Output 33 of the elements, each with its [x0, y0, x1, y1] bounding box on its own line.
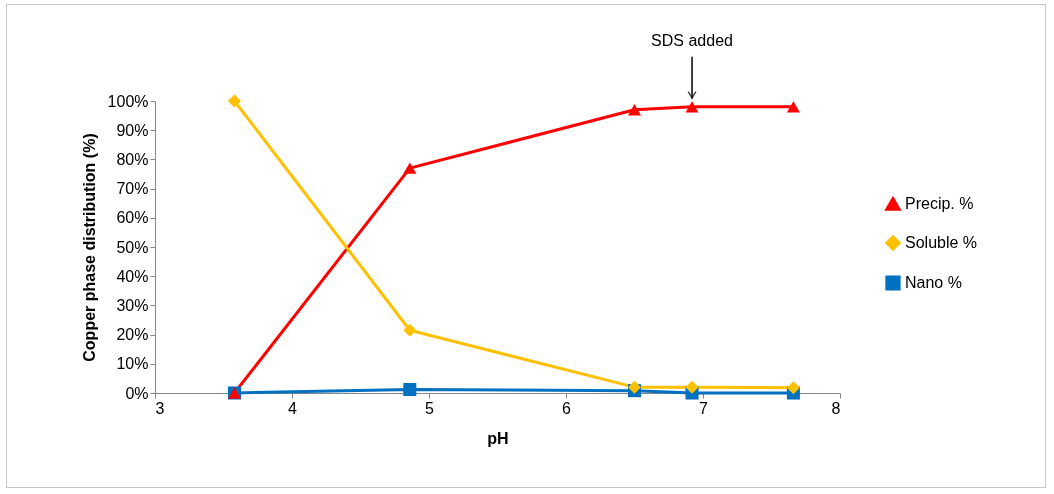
legend-label: Nano %: [905, 274, 962, 291]
y-tick-label: 70%: [116, 180, 149, 198]
point: [786, 381, 800, 395]
x-tick-label: 3: [155, 399, 165, 417]
point: [627, 380, 642, 394]
point: [403, 323, 417, 337]
point: [627, 104, 642, 116]
y-tick-label: 40%: [116, 267, 149, 285]
y-tick-label: 0%: [125, 384, 149, 402]
y-tick-label: 90%: [116, 121, 149, 139]
point: [685, 380, 699, 394]
point: [227, 94, 241, 108]
y-tick-label: 100%: [107, 92, 149, 110]
legend-label: Soluble %: [905, 234, 978, 251]
x-tick-label: 7: [699, 399, 709, 417]
y-tick-label: 80%: [116, 150, 149, 168]
x-tick-label: 8: [831, 399, 841, 417]
x-tick-label: 6: [562, 399, 572, 417]
y-tick-label: 60%: [116, 209, 149, 227]
x-tick-label: 5: [425, 399, 435, 417]
y-axis-title: Copper phase distribution (%): [80, 133, 98, 362]
point: [786, 101, 800, 113]
legend-label: Precip. %: [905, 195, 974, 212]
point: [403, 162, 417, 174]
annotation: SDS added: [651, 31, 733, 49]
y-tick-label: 10%: [116, 355, 149, 373]
y-tick-label: 50%: [116, 238, 149, 256]
y-tick-label: 30%: [116, 296, 149, 314]
point: [403, 382, 417, 397]
y-tick-label: 20%: [116, 326, 149, 344]
x-axis-title: pH: [487, 429, 509, 447]
x-tick-label: 4: [288, 399, 298, 417]
point: [685, 101, 699, 113]
